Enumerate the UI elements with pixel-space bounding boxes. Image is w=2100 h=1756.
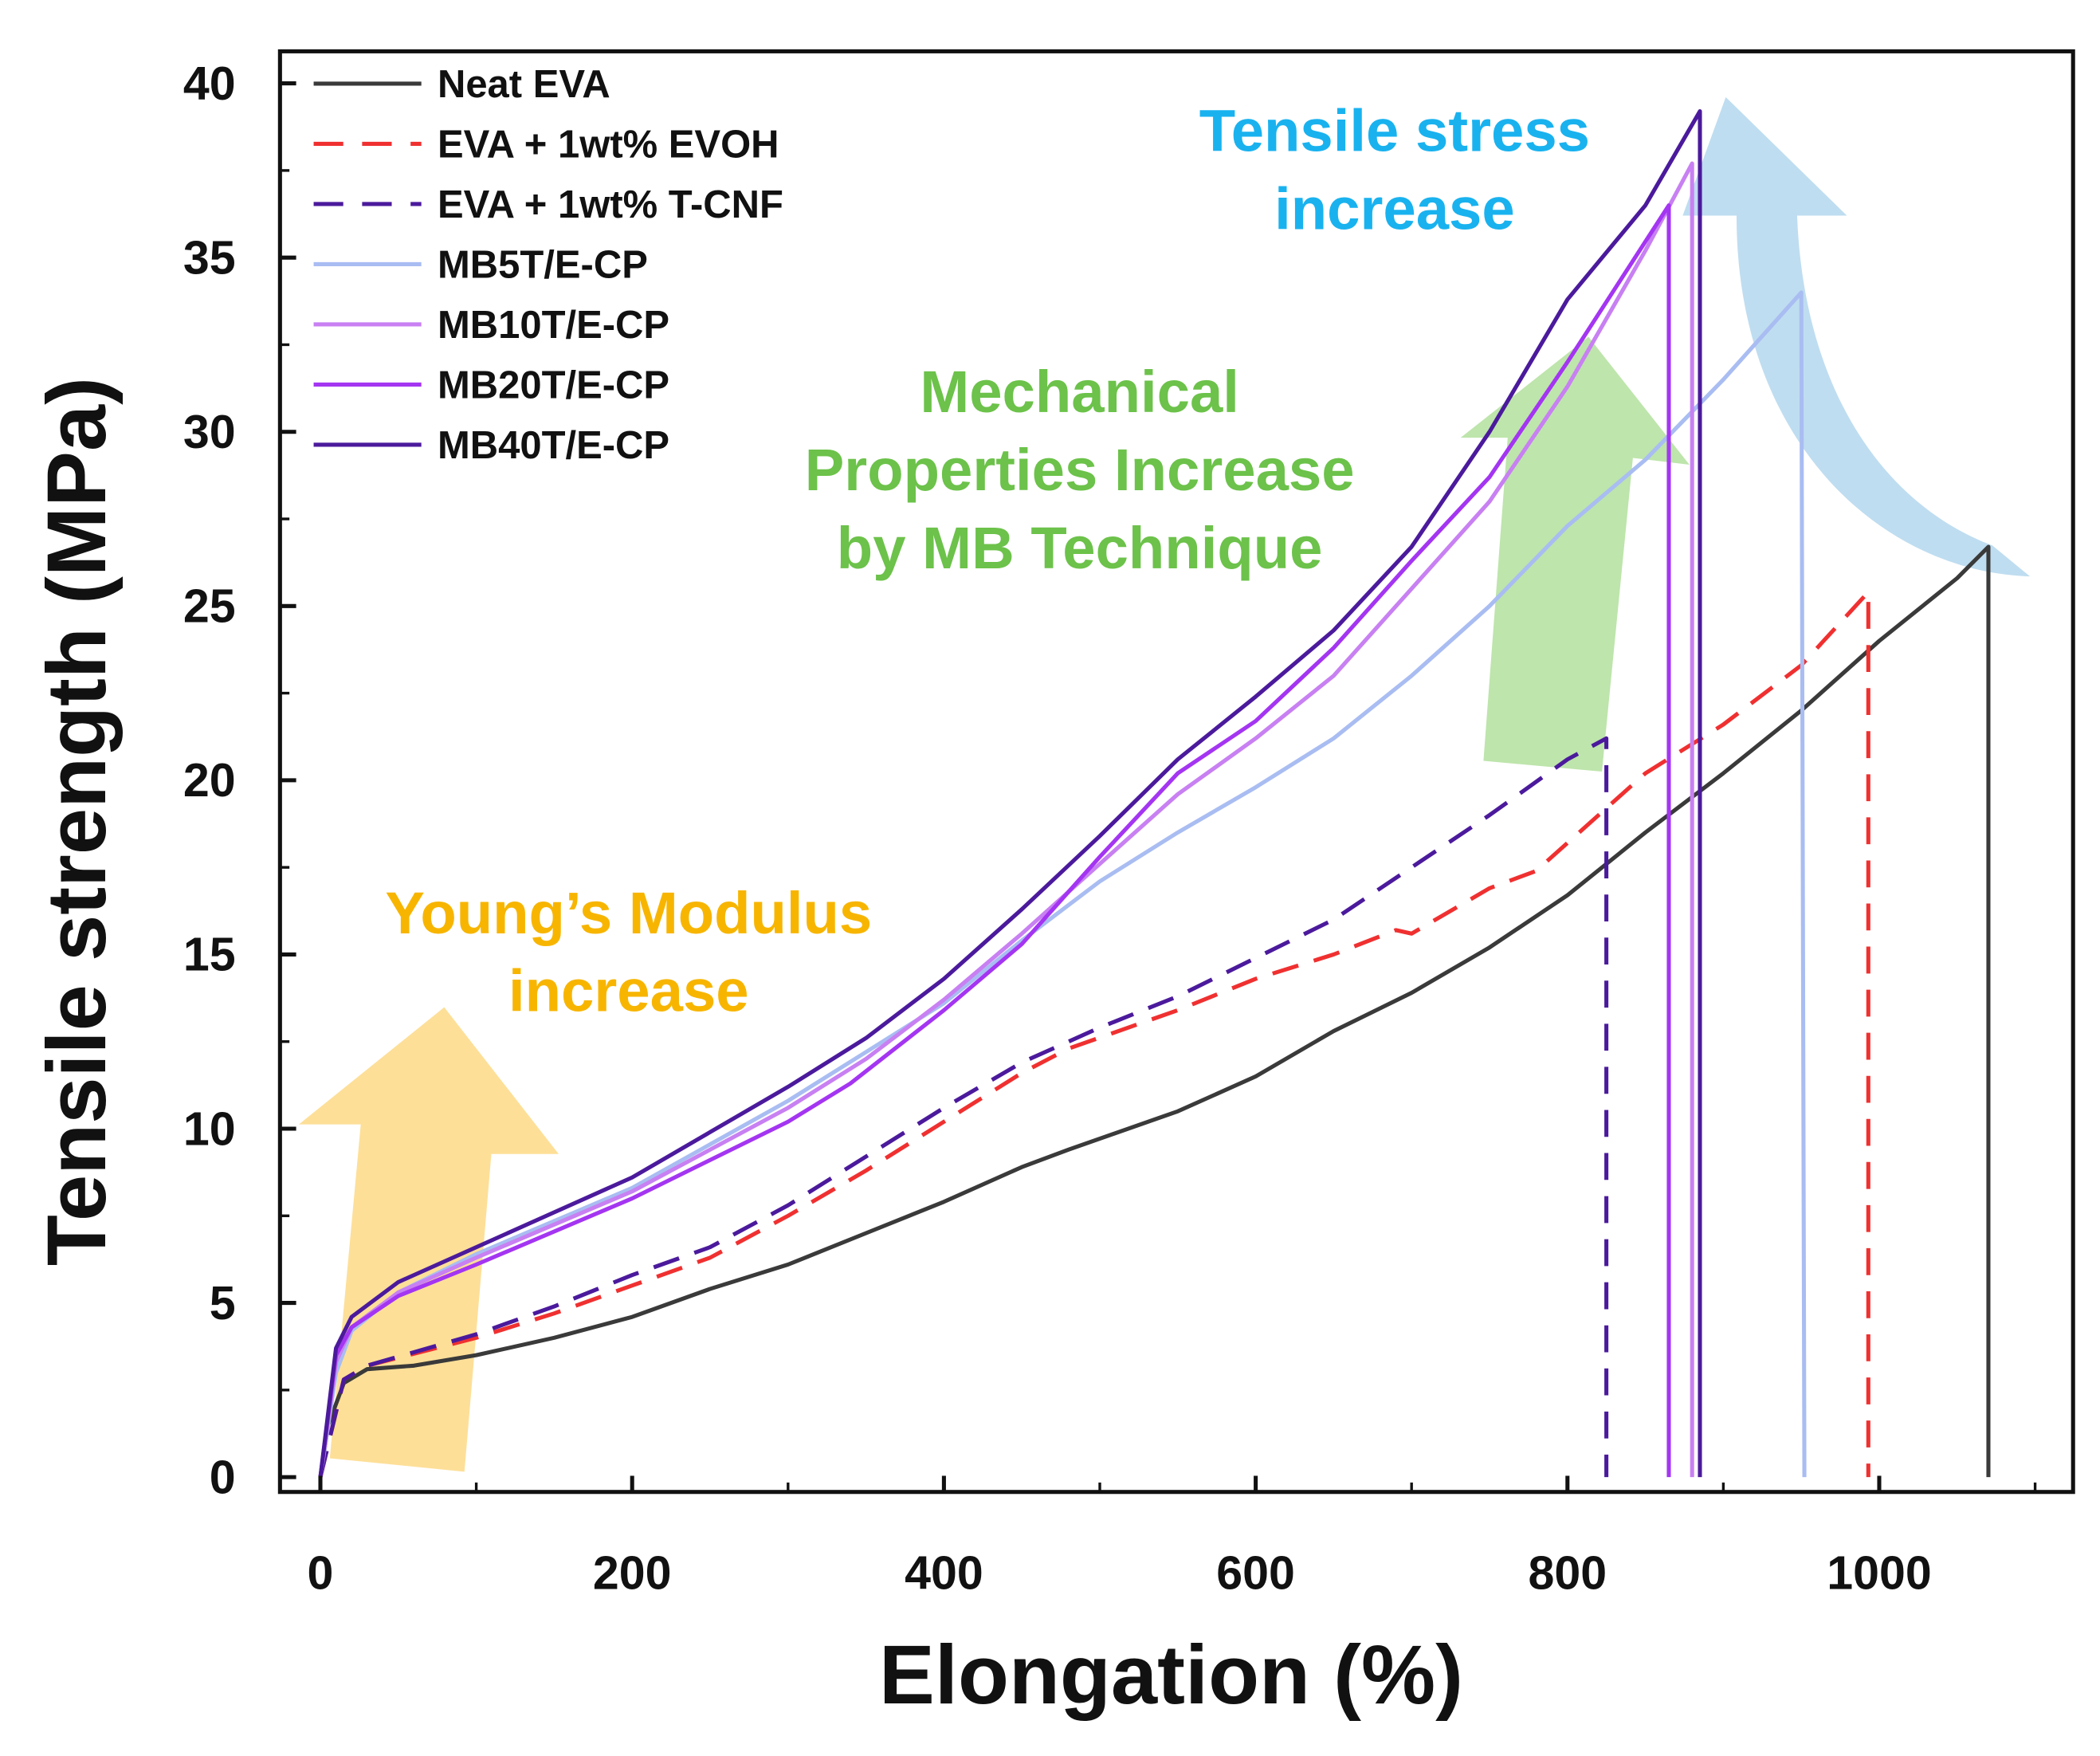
y-tick-label: 30 bbox=[183, 405, 236, 458]
x-tick-label: 200 bbox=[593, 1546, 672, 1599]
plot-frame bbox=[277, 49, 2075, 1495]
annotation-text: Mechanical bbox=[920, 359, 1239, 425]
annotation-text: by MB Technique bbox=[837, 515, 1323, 581]
legend-label: EVA + 1wt% EVOH bbox=[438, 123, 779, 166]
annotation-text: Young’s Modulus bbox=[385, 880, 872, 946]
y-tick-label: 25 bbox=[183, 579, 236, 633]
x-axis-title: Elongation (%) bbox=[879, 1628, 1463, 1722]
legend-label: EVA + 1wt% T-CNF bbox=[438, 183, 783, 226]
legend-label: Neat EVA bbox=[438, 63, 610, 106]
tensile-stress-arrow-icon bbox=[1682, 96, 2031, 577]
legend-label: MB40T/E-CP bbox=[438, 424, 669, 467]
x-tick-label: 0 bbox=[308, 1546, 334, 1599]
annotation-arrows bbox=[298, 96, 2031, 1472]
y-tick-label: 10 bbox=[183, 1102, 236, 1155]
youngs-modulus-arrow-icon bbox=[298, 1007, 559, 1472]
annotation-text: Properties Increase bbox=[805, 437, 1355, 503]
series-line-0 bbox=[318, 544, 1991, 1478]
x-tick-label: 600 bbox=[1216, 1546, 1295, 1599]
y-tick-label: 0 bbox=[210, 1450, 236, 1503]
y-tick-label: 35 bbox=[183, 230, 236, 284]
legend: Neat EVA EVA + 1wt% EVOH EVA + 1wt% T-CNF M… bbox=[313, 63, 783, 467]
y-tick-label: 20 bbox=[183, 753, 236, 807]
series-line-1 bbox=[318, 590, 1870, 1478]
y-axis-title: Tensile strength (MPa) bbox=[30, 377, 124, 1266]
y-tick-label: 40 bbox=[183, 57, 236, 110]
series-line-6 bbox=[318, 109, 1702, 1478]
x-tick-label: 400 bbox=[905, 1546, 983, 1599]
series-line-5 bbox=[318, 203, 1671, 1478]
x-tick-label: 800 bbox=[1528, 1546, 1607, 1599]
mechanical-properties-arrow-icon bbox=[1460, 336, 1690, 772]
legend-label: MB5T/E-CP bbox=[438, 243, 648, 286]
annotation-text: increase bbox=[508, 958, 749, 1024]
y-tick-label: 15 bbox=[183, 928, 236, 981]
annotation-text: Tensile stress bbox=[1199, 97, 1590, 163]
annotation-text: increase bbox=[1274, 175, 1515, 242]
x-tick-label: 1000 bbox=[1827, 1546, 1932, 1599]
y-tick-label: 5 bbox=[210, 1276, 236, 1330]
legend-label: MB20T/E-CP bbox=[438, 363, 669, 407]
legend-label: MB10T/E-CP bbox=[438, 304, 669, 347]
